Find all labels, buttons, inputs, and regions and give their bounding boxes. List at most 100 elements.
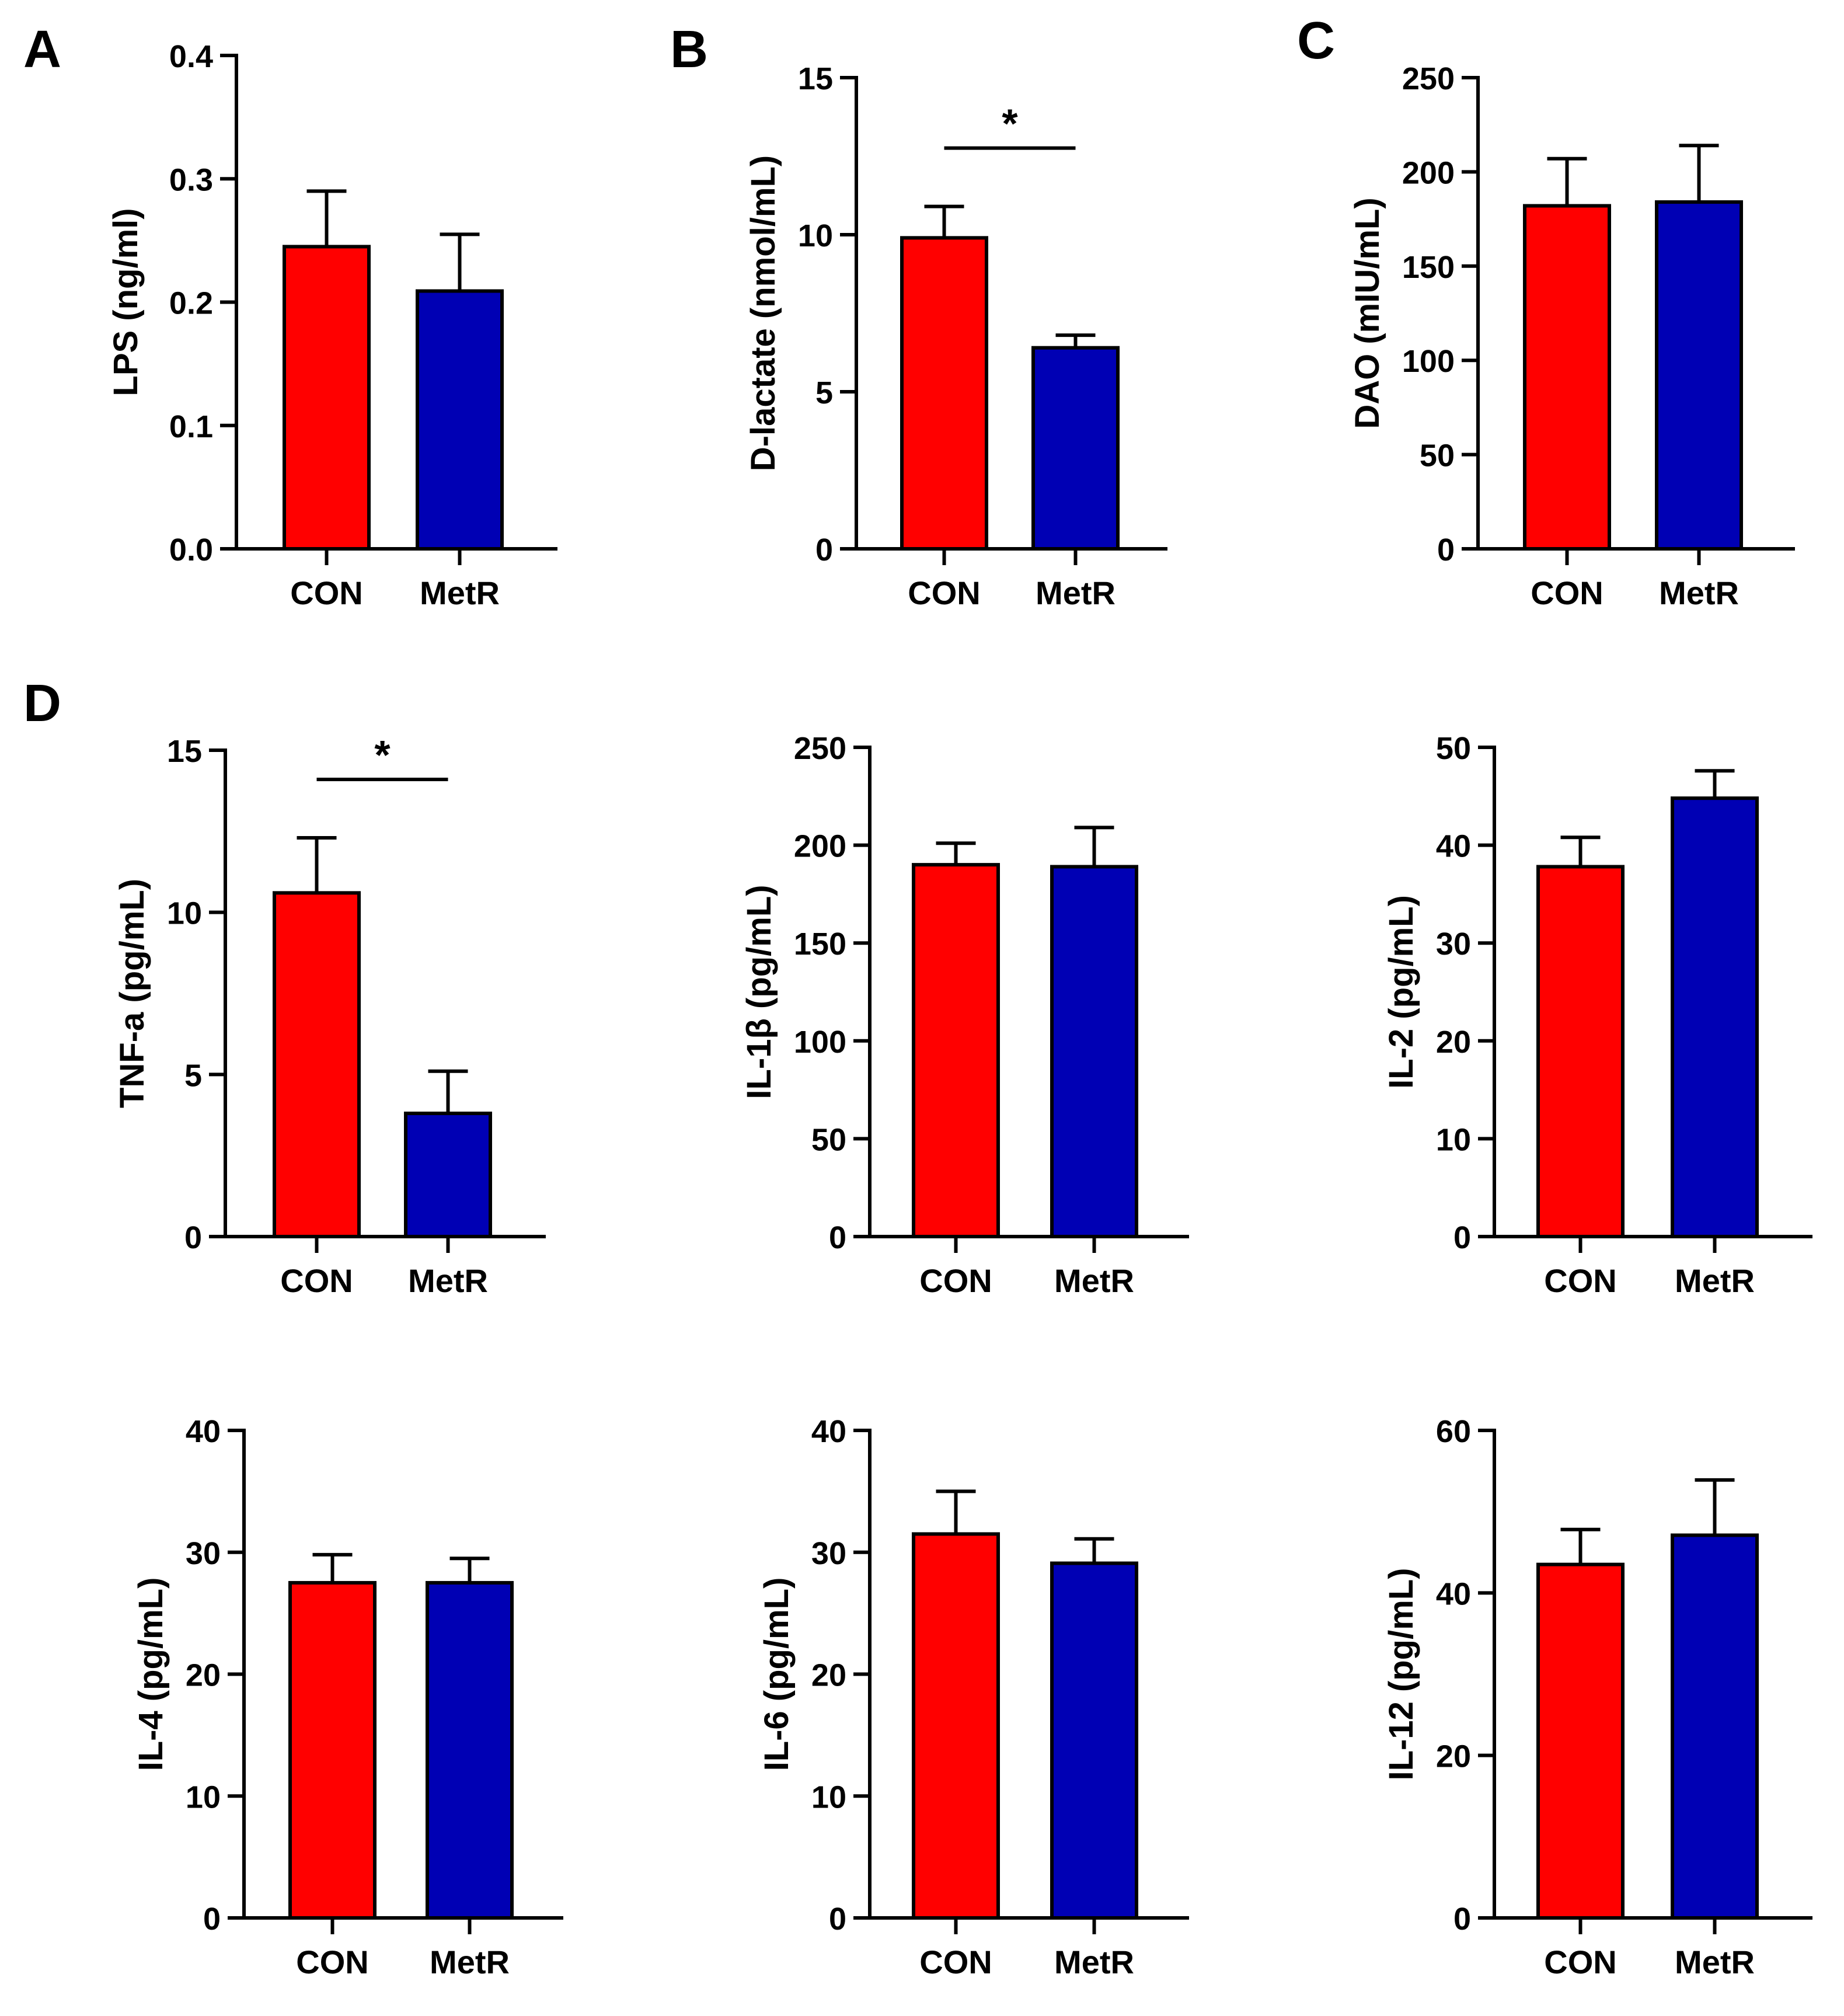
y-tick-label: 5 bbox=[184, 1058, 202, 1093]
x-tick-label-con: CON bbox=[1544, 1944, 1616, 1980]
panel-letter-a: A bbox=[23, 20, 61, 79]
x-tick-label-metr: MetR bbox=[1675, 1944, 1755, 1980]
bar-metr bbox=[1655, 200, 1743, 551]
y-tick-label: 50 bbox=[811, 1122, 846, 1157]
x-tick-label-con: CON bbox=[919, 1944, 992, 1980]
y-tick-label: 0.1 bbox=[169, 409, 213, 444]
panel-letter-d: D bbox=[23, 674, 61, 733]
y-tick-label: 100 bbox=[794, 1025, 846, 1060]
y-tick-label: 0 bbox=[1453, 1902, 1471, 1937]
bar-con bbox=[912, 863, 1000, 1238]
panel-letter-b: B bbox=[670, 20, 708, 79]
y-tick-label: 20 bbox=[1436, 1025, 1471, 1060]
y-axis-title: TNF-a (pg/mL) bbox=[113, 879, 151, 1108]
y-tick-label: 40 bbox=[1436, 1576, 1471, 1611]
y-tick-label: 60 bbox=[1436, 1414, 1471, 1449]
y-tick-label: 10 bbox=[186, 1780, 221, 1815]
y-tick-label: 20 bbox=[1436, 1739, 1471, 1774]
bar-metr bbox=[426, 1580, 514, 1920]
y-tick-label: 0 bbox=[1453, 1220, 1471, 1255]
x-tick-label-metr: MetR bbox=[408, 1262, 488, 1299]
y-tick-label: 10 bbox=[798, 218, 833, 253]
x-tick-label-metr: MetR bbox=[1054, 1944, 1134, 1980]
y-tick-label: 40 bbox=[186, 1414, 221, 1449]
bar-con bbox=[912, 1532, 1000, 1920]
y-tick-label: 150 bbox=[1402, 250, 1455, 285]
bar-con bbox=[1536, 1562, 1625, 1920]
chart-dao: CON MetR 0 50 100 150 200 250 DAO (mIU/mL) bbox=[1348, 61, 1795, 611]
y-tick-label: 0.4 bbox=[169, 39, 213, 74]
x-tick-label-con: CON bbox=[296, 1944, 368, 1980]
y-tick-label: 200 bbox=[1402, 155, 1455, 190]
x-tick-label-metr: MetR bbox=[420, 574, 500, 611]
y-axis-title: IL-2 (pg/mL) bbox=[1382, 895, 1420, 1089]
y-tick-label: 5 bbox=[815, 375, 833, 410]
y-tick-label: 30 bbox=[186, 1536, 221, 1571]
y-tick-label: 30 bbox=[811, 1536, 846, 1571]
y-tick-label: 0 bbox=[203, 1902, 221, 1937]
chart-il1b: CON MetR 0 50 100 150 200 250 IL-1β (pg/mL) bbox=[740, 731, 1189, 1299]
y-tick-label: 15 bbox=[167, 734, 202, 769]
y-axis-title: IL-6 (pg/mL) bbox=[758, 1578, 796, 1771]
y-tick-label: 0 bbox=[1437, 532, 1455, 567]
y-tick-label: 10 bbox=[1436, 1122, 1471, 1157]
chart-dlactate: CON MetR 0 5 10 15 D-lactate (nmol/mL) * bbox=[744, 61, 1167, 611]
bar-con bbox=[1523, 204, 1611, 551]
x-tick-label-metr: MetR bbox=[1659, 574, 1739, 611]
panel-letter-c: C bbox=[1297, 12, 1335, 70]
x-tick-label-metr: MetR bbox=[1054, 1262, 1134, 1299]
y-tick-label: 50 bbox=[1420, 438, 1455, 473]
y-tick-label: 15 bbox=[798, 61, 833, 96]
x-tick-label-metr: MetR bbox=[1036, 574, 1116, 611]
y-tick-label: 250 bbox=[794, 731, 846, 766]
bar-metr bbox=[1671, 1533, 1759, 1920]
bar-metr bbox=[1031, 346, 1120, 551]
y-tick-label: 150 bbox=[794, 927, 846, 962]
y-tick-label: 0 bbox=[815, 532, 833, 567]
bar-metr bbox=[404, 1111, 492, 1239]
chart-il12: CON MetR 0 20 40 60 IL-12 (pg/mL) bbox=[1382, 1414, 1812, 1980]
x-tick-label-con: CON bbox=[280, 1262, 353, 1299]
x-tick-label-con: CON bbox=[290, 574, 362, 611]
y-tick-label: 20 bbox=[186, 1658, 221, 1693]
y-tick-label: 0.3 bbox=[169, 162, 213, 197]
bar-metr bbox=[1050, 1561, 1138, 1920]
y-tick-label: 40 bbox=[811, 1414, 846, 1449]
x-tick-label-con: CON bbox=[919, 1262, 992, 1299]
y-tick-label: 0 bbox=[829, 1220, 846, 1255]
x-tick-label-metr: MetR bbox=[430, 1944, 510, 1980]
x-tick-label-con: CON bbox=[1531, 574, 1603, 611]
y-tick-label: 0.2 bbox=[169, 286, 213, 321]
y-axis-title: IL-1β (pg/mL) bbox=[740, 885, 778, 1099]
bar-metr bbox=[416, 289, 504, 551]
chart-il4: CON MetR 0 10 20 30 40 IL-4 (pg/mL) bbox=[132, 1414, 563, 1980]
y-tick-label: 50 bbox=[1436, 731, 1471, 766]
bar-con bbox=[1536, 865, 1625, 1239]
y-axis-title: IL-12 (pg/mL) bbox=[1382, 1568, 1420, 1780]
bar-con bbox=[900, 236, 988, 551]
bar-con bbox=[288, 1580, 377, 1920]
chart-il2: CON MetR 0 10 20 30 40 50 IL-2 (pg/mL) bbox=[1382, 731, 1812, 1299]
y-tick-label: 200 bbox=[794, 829, 846, 864]
x-tick-label-con: CON bbox=[1544, 1262, 1616, 1299]
x-tick-label-con: CON bbox=[908, 574, 980, 611]
charts-container: CON MetR 0.0 0.1 0.2 0.3 0.4 LPS (ng/ml) CON MetR… bbox=[107, 39, 1812, 1980]
significance-marker: * bbox=[1002, 101, 1018, 147]
y-axis-title: LPS (ng/ml) bbox=[107, 208, 145, 396]
chart-tnfa: CON MetR 0 5 10 15 TNF-a (pg/mL) * bbox=[113, 732, 546, 1299]
y-tick-label: 40 bbox=[1436, 829, 1471, 864]
y-tick-label: 250 bbox=[1402, 61, 1455, 96]
y-tick-label: 20 bbox=[811, 1658, 846, 1693]
y-tick-label: 0 bbox=[829, 1902, 846, 1937]
y-axis-title: DAO (mIU/mL) bbox=[1348, 197, 1386, 429]
y-tick-label: 30 bbox=[1436, 927, 1471, 962]
y-tick-label: 10 bbox=[167, 896, 202, 931]
bar-con bbox=[283, 245, 371, 551]
y-tick-label: 100 bbox=[1402, 344, 1455, 379]
bar-metr bbox=[1671, 796, 1759, 1238]
y-tick-label: 0.0 bbox=[169, 532, 213, 567]
y-axis-title: IL-4 (pg/mL) bbox=[132, 1578, 170, 1771]
x-tick-label-metr: MetR bbox=[1675, 1262, 1755, 1299]
y-axis-title: D-lactate (nmol/mL) bbox=[744, 155, 782, 471]
bar-con bbox=[273, 891, 361, 1238]
